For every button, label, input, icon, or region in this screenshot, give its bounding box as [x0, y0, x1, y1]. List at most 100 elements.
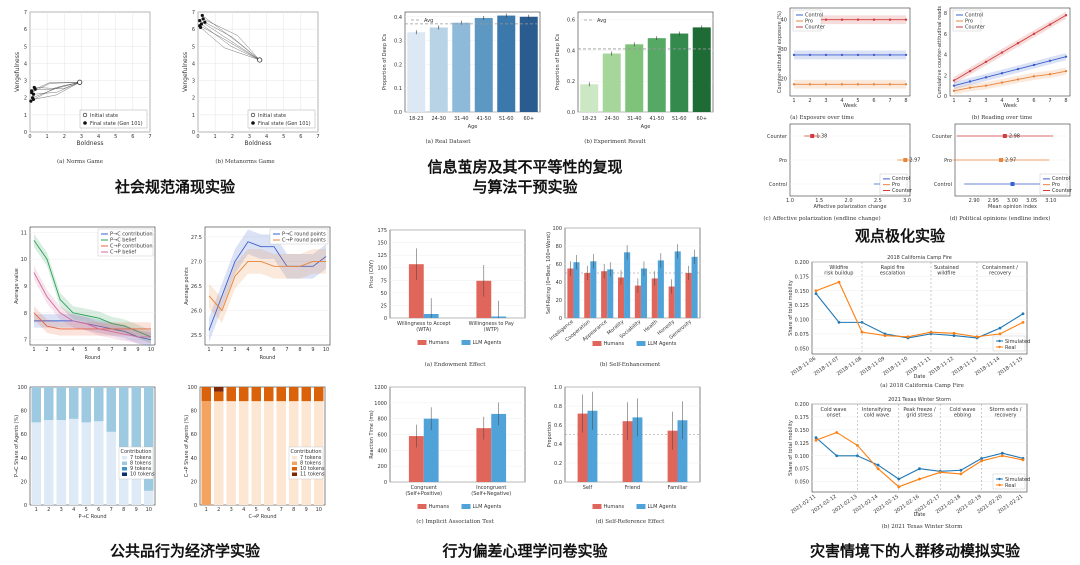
bar	[622, 421, 633, 482]
x-tick-label: 6	[97, 347, 100, 353]
y-tick-label: 0.1	[394, 86, 402, 92]
stacked-bar-segment	[94, 421, 104, 505]
data-point	[856, 83, 860, 86]
section-title-disaster: 灾害情境下的人群移动模拟实验	[810, 542, 1021, 560]
data-point	[814, 289, 818, 293]
stacked-bar-segment	[56, 420, 66, 505]
data-point	[959, 472, 963, 476]
category-label: Counter	[767, 134, 788, 140]
data-point	[876, 463, 880, 467]
legend-label: Pro	[1052, 182, 1060, 188]
x-tick-label: 6	[97, 507, 100, 513]
legend-marker	[122, 456, 127, 460]
endowment_effect-chart: 0 25 50 75 100 125 150 175 Willingness to Accept…	[369, 228, 526, 346]
y-tick-label: 25	[381, 303, 387, 309]
x-tick-label: 2.0	[845, 198, 853, 204]
data-point	[860, 330, 864, 334]
trajectory-line	[202, 15, 260, 61]
y-tick-label: 9	[24, 284, 27, 290]
caption-winter-storm: (b) 2021 Texas Winter Storm	[882, 523, 963, 530]
y-tick-label: 7	[192, 10, 195, 16]
data-point	[792, 53, 796, 57]
x-tick-label: (Self+Negative)	[471, 491, 511, 497]
legend-label: LLM Agents	[648, 341, 677, 347]
legend-marker	[82, 112, 88, 118]
y-tick-label: 10	[21, 257, 27, 263]
legend-label: Counter	[965, 24, 986, 30]
confidence-band	[34, 233, 151, 344]
point-marker	[1010, 182, 1015, 186]
bar	[691, 256, 698, 318]
x-tick-label: 3	[233, 347, 236, 353]
bar	[474, 17, 493, 113]
x-axis-label: Round	[260, 355, 276, 361]
data-point	[1064, 55, 1068, 58]
x-tick-label: Familiar	[668, 485, 689, 491]
caption-reading: (b) Reading over time	[972, 114, 1033, 121]
y-axis-label: Vengefulness	[14, 52, 21, 92]
y-tick-label: 4	[192, 61, 195, 67]
y-axis-label: Cumulative counter-attitudinal reads	[937, 6, 943, 98]
series-line	[34, 320, 152, 341]
self_reference-chart: 0.0 0.2 0.4 0.6 0.8 1.0 Self Friend Familiar Prop…	[547, 385, 701, 510]
legend-label: Control	[1052, 176, 1070, 182]
x-axis-label: Boldness	[76, 140, 103, 147]
data-point	[1000, 51, 1004, 54]
legend-label: Real	[1005, 483, 1016, 489]
legend-marker	[122, 461, 127, 465]
y-tick-label: 3	[192, 79, 195, 85]
x-tick-label: (Self+Positive)	[405, 491, 442, 497]
phase-label: Rapid fire	[881, 265, 905, 271]
x-tick-label: 24-30	[431, 116, 446, 122]
legend-label: Final state (Gen 101)	[258, 121, 311, 127]
stacked-bar-segment	[44, 387, 54, 421]
series-line	[208, 241, 327, 331]
public_goods_points-chart: 25.5 26.0 26.5 27.0 27.5 1 2 3 4 5 6 7 8 9 10 Round Aver…	[184, 226, 331, 361]
phase-label: Containment /	[982, 265, 1018, 271]
x-tick-label: 3	[230, 507, 233, 513]
data-point	[1021, 320, 1025, 324]
x-tick-label: 24-30	[604, 116, 619, 122]
bar	[408, 264, 424, 318]
phase-label: Sustained	[934, 265, 959, 271]
data-point	[888, 83, 892, 86]
category-label: Control	[769, 182, 787, 188]
legend-label: C→P round points	[282, 237, 326, 243]
bar	[497, 15, 516, 113]
data-point	[952, 334, 956, 337]
data-point	[968, 86, 972, 89]
final-state-point	[198, 18, 202, 23]
bar	[647, 38, 666, 112]
bar	[617, 277, 625, 318]
category-label: Counter	[932, 134, 953, 140]
legend-title: Contribution	[120, 449, 151, 455]
x-tick-label: 51-60	[672, 116, 687, 122]
legend-marker	[461, 504, 471, 509]
confidence-band	[34, 314, 151, 347]
pc_token_share-chart: 0 20 40 60 80 100 1 2 3 4 5 6 7 8 9 10 P→C Round P→C Shar…	[14, 385, 156, 520]
phase-label: ebbing	[954, 413, 971, 419]
x-tick-label: 2.5	[874, 198, 882, 204]
trajectory-line	[199, 20, 260, 61]
section-title-behavior-bias: 行为偏差心理学问卷实验	[441, 542, 608, 560]
legend-label: Control	[892, 176, 910, 182]
x-axis-label: P→C Round	[78, 514, 106, 520]
data-point	[824, 83, 828, 86]
x-tick-label: 2	[45, 347, 48, 353]
legend-marker	[250, 112, 256, 118]
y-tick-label: 0.4	[394, 15, 402, 21]
phase-label: Cold wave	[821, 407, 847, 413]
y-tick-label: 125	[377, 253, 387, 259]
stacked-bar-segment	[226, 401, 236, 505]
y-tick-label: 400	[377, 448, 387, 454]
phase-label: onset	[827, 413, 841, 419]
data-point	[856, 18, 860, 21]
data-point	[856, 53, 860, 57]
legend-label: Simulated	[1005, 477, 1030, 483]
y-tick-label: 25.5	[191, 333, 202, 339]
y-tick-label: 80	[556, 244, 562, 250]
stacked-bar-segment	[106, 387, 116, 432]
caption-exposure: (a) Exposure over time	[790, 114, 854, 121]
data-point	[1021, 458, 1025, 462]
caption-camp-fire: (a) 2018 California Camp Fire	[880, 382, 964, 389]
